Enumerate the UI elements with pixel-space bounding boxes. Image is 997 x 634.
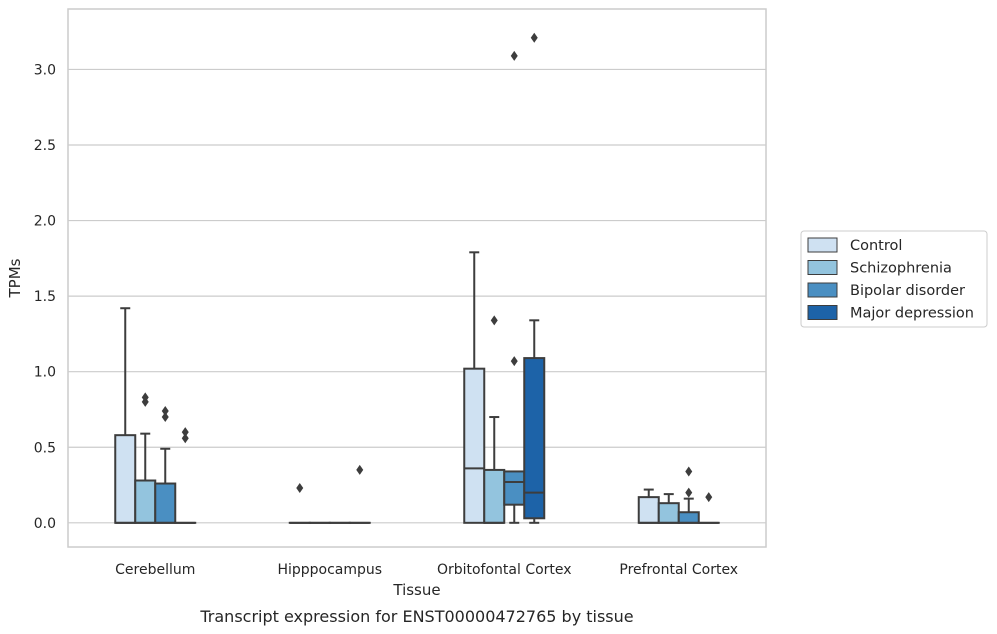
x-axis-ticks: Cerebellum Hipppocampus Orbitofontal Corte… (115, 562, 738, 578)
outlier-point (141, 392, 149, 403)
legend-swatch (807, 305, 838, 320)
plot-frame (67, 8, 767, 548)
legend-label: Schizophrenia (850, 261, 952, 277)
outlier-point (705, 492, 713, 503)
y-tick-label: 0.5 (34, 440, 56, 456)
box-bipolar-disorder (154, 405, 177, 524)
outlier-point (490, 315, 498, 326)
box-body (114, 434, 137, 524)
y-tick-label: 3.0 (34, 62, 56, 78)
box-body (154, 482, 177, 524)
y-tick-label: 2.5 (34, 138, 56, 154)
legend-swatch (807, 260, 838, 275)
outlier-point (296, 483, 304, 494)
y-axis-ticks: 0.0 0.5 1.0 1.5 2.0 2.5 3.0 (34, 62, 56, 531)
box-major-depression (174, 427, 197, 524)
legend: Control Schizophrenia Bipolar disorder Majo… (800, 230, 988, 328)
outlier-point (161, 405, 169, 416)
box-control (463, 251, 486, 524)
box-bipolar-disorder (503, 50, 526, 524)
outlier-point (685, 487, 693, 498)
legend-swatch (807, 282, 838, 298)
outlier-point (510, 50, 518, 61)
box-body (523, 357, 546, 520)
box-body (483, 468, 506, 524)
x-tick-label: Orbitofontal Cortex (437, 562, 572, 578)
legend-frame (800, 230, 988, 328)
x-tick-label: Hipppocampus (277, 562, 382, 578)
outlier-point (530, 32, 538, 43)
chart-caption: Transcript expression for ENST0000047276… (199, 607, 633, 626)
legend-swatch (807, 237, 838, 253)
box-major-depression (523, 32, 546, 524)
box-body (503, 470, 526, 506)
legend-label: Control (850, 238, 902, 254)
y-tick-label: 1.0 (34, 365, 56, 381)
x-tick-label: Cerebellum (115, 562, 195, 578)
x-tick-label: Prefrontal Cortex (619, 562, 738, 578)
outlier-point (685, 466, 693, 477)
legend-label: Major depression (850, 306, 974, 322)
box-control (114, 307, 137, 524)
outlier-point (356, 464, 364, 475)
y-tick-label: 2.0 (34, 214, 56, 230)
box-body (657, 502, 680, 524)
outlier-point (181, 427, 189, 438)
x-axis-title: Tissue (392, 581, 440, 599)
y-tick-label: 0.0 (34, 516, 56, 532)
y-axis-title: TPMs (6, 258, 24, 298)
box-body (463, 367, 486, 524)
outlier-point (181, 433, 189, 444)
legend-label: Bipolar disorder (850, 283, 965, 299)
outlier-point (510, 356, 518, 367)
box-groups (114, 32, 720, 524)
box-bipolar-disorder (677, 466, 700, 524)
box-body (134, 479, 157, 524)
y-tick-label: 1.5 (34, 289, 56, 305)
box-body (677, 511, 700, 524)
box-body (637, 496, 660, 524)
box-major-depression (697, 492, 720, 524)
outlier-point (161, 412, 169, 423)
box-major-depression (348, 464, 371, 524)
box-schizophrenia (483, 315, 506, 524)
